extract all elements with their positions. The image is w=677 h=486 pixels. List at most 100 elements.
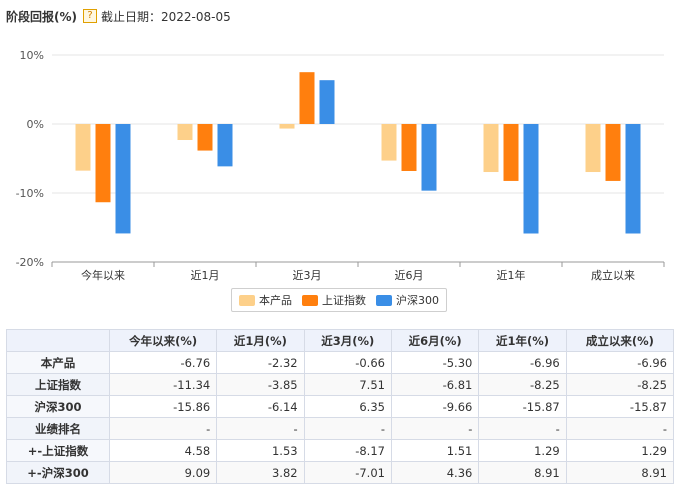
table-cell: 8.91 [478, 461, 567, 484]
table-cell: -15.86 [108, 395, 218, 418]
legend-label-sse: 上证指数 [322, 294, 366, 307]
chart-legend: 本产品 上证指数 沪深300 [231, 288, 447, 312]
table-cell: - [216, 417, 305, 440]
section-header: 阶段回报(%) ? 截止日期：2022-08-05 [6, 6, 231, 26]
legend-item-csi300[interactable]: 沪深300 [376, 292, 439, 308]
bar [177, 124, 193, 141]
table-cell: -11.34 [108, 373, 218, 396]
x-tick-label: 今年以来 [81, 268, 125, 282]
legend-swatch-csi300 [376, 294, 392, 306]
bar [483, 124, 499, 173]
table-cell: -0.66 [303, 351, 392, 374]
section-title: 阶段回报(%) [6, 9, 77, 24]
bar [319, 80, 335, 124]
table-cell: 1.53 [216, 439, 305, 462]
bar [115, 124, 131, 234]
returns-bar-chart: 10% 0% -10% -20% 今年以来 近1月 近3月 近6月 近1年 成立以来 [16, 49, 665, 282]
as-of-date: 截止日期：2022-08-05 [101, 9, 231, 24]
table-cell: - [303, 417, 392, 440]
table-cell: 8.91 [565, 461, 675, 484]
table-header-3m: 近3月(%) [303, 329, 392, 352]
table-cell: -6.96 [478, 351, 567, 374]
table-cell: -8.25 [478, 373, 567, 396]
table-cell: -6.81 [390, 373, 480, 396]
table-cell: 4.36 [390, 461, 480, 484]
x-tick-label: 成立以来 [591, 268, 635, 282]
table-row: +-上证指数 4.58 1.53 -8.17 1.51 1.29 1.29 [6, 439, 675, 462]
table-cell: -6.14 [216, 395, 305, 418]
table-cell: 1.29 [478, 439, 567, 462]
bar [197, 124, 213, 151]
legend-swatch-product [239, 294, 255, 306]
legend-item-sse[interactable]: 上证指数 [302, 292, 366, 308]
bar [95, 124, 111, 203]
y-tick-label: -20% [16, 256, 44, 269]
row-label: 本产品 [6, 351, 110, 374]
bar [75, 124, 91, 171]
table-cell: -2.32 [216, 351, 305, 374]
table-cell: -6.96 [565, 351, 675, 374]
table-cell: -15.87 [565, 395, 675, 418]
table-cell: - [478, 417, 567, 440]
table-cell: -3.85 [216, 373, 305, 396]
row-label: +-沪深300 [6, 461, 110, 484]
bar [585, 124, 601, 173]
table-header-6m: 近6月(%) [390, 329, 480, 352]
row-label: 上证指数 [6, 373, 110, 396]
table-header-row: 今年以来(%) 近1月(%) 近3月(%) 近6月(%) 近1年(%) 成立以来… [6, 329, 675, 352]
bar [605, 124, 621, 181]
help-icon[interactable]: ? [83, 9, 97, 23]
table-cell: -6.76 [108, 351, 218, 374]
table-cell: 3.82 [216, 461, 305, 484]
bar [217, 124, 233, 167]
table-row: 业绩排名 - - - - - - [6, 417, 675, 440]
table-cell: 7.51 [303, 373, 392, 396]
y-tick-label: 10% [20, 49, 44, 62]
row-label: 沪深300 [6, 395, 110, 418]
table-row: 沪深300 -15.86 -6.14 6.35 -9.66 -15.87 -15… [6, 395, 675, 418]
row-label: 业绩排名 [6, 417, 110, 440]
table-cell: - [565, 417, 675, 440]
bar [299, 72, 315, 124]
x-tick-label: 近1月 [191, 269, 220, 282]
table-header-since-inception: 成立以来(%) [565, 329, 675, 352]
legend-label-csi300: 沪深300 [396, 294, 439, 307]
bar [401, 124, 417, 171]
table-header-1m: 近1月(%) [216, 329, 305, 352]
table-cell: -5.30 [390, 351, 480, 374]
table-cell: -15.87 [478, 395, 567, 418]
bar [421, 124, 437, 191]
legend-label-product: 本产品 [259, 294, 292, 307]
table-row: 上证指数 -11.34 -3.85 7.51 -6.81 -8.25 -8.25 [6, 373, 675, 396]
table-cell: 4.58 [108, 439, 218, 462]
table-row: +-沪深300 9.09 3.82 -7.01 4.36 8.91 8.91 [6, 461, 675, 484]
y-tick-label: 0% [27, 118, 44, 131]
table-cell: - [108, 417, 218, 440]
table-row: 本产品 -6.76 -2.32 -0.66 -5.30 -6.96 -6.96 [6, 351, 675, 374]
bar [279, 124, 295, 129]
legend-item-product[interactable]: 本产品 [239, 292, 292, 308]
table-cell: 9.09 [108, 461, 218, 484]
bar [523, 124, 539, 234]
bar [625, 124, 641, 234]
table-cell: 1.51 [390, 439, 480, 462]
table-cell: -7.01 [303, 461, 392, 484]
y-tick-label: -10% [16, 187, 44, 200]
table-cell: 6.35 [303, 395, 392, 418]
table-header-ytd: 今年以来(%) [108, 329, 218, 352]
returns-table: 今年以来(%) 近1月(%) 近3月(%) 近6月(%) 近1年(%) 成立以来… [6, 329, 675, 484]
legend-swatch-sse [302, 294, 318, 306]
bar [503, 124, 519, 181]
table-corner-header [6, 329, 110, 352]
table-cell: -8.25 [565, 373, 675, 396]
bar [381, 124, 397, 161]
table-header-1y: 近1年(%) [478, 329, 567, 352]
x-tick-label: 近6月 [395, 269, 424, 282]
row-label: +-上证指数 [6, 439, 110, 462]
x-tick-label: 近3月 [293, 269, 322, 282]
table-cell: 1.29 [565, 439, 675, 462]
x-tick-label: 近1年 [497, 268, 526, 282]
table-cell: -9.66 [390, 395, 480, 418]
table-cell: -8.17 [303, 439, 392, 462]
table-cell: - [390, 417, 480, 440]
